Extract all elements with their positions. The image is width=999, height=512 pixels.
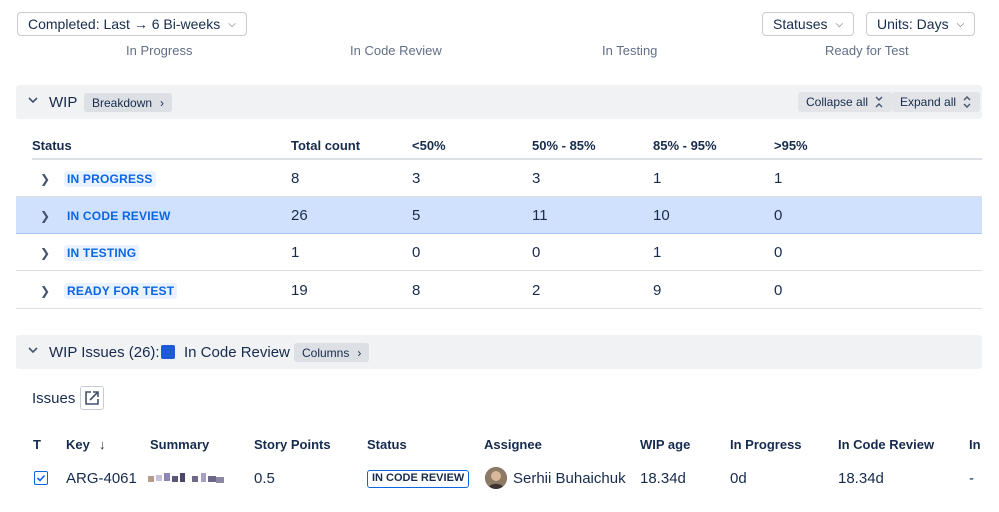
column-header-assignee: Assignee	[484, 437, 542, 452]
breakdown-label: Breakdown	[92, 95, 153, 110]
story-points-value: 0.5	[254, 470, 275, 487]
gt95-count: 0	[774, 207, 783, 224]
status-color-swatch	[161, 345, 175, 359]
issue-key-link[interactable]: ARG-4061	[66, 470, 137, 487]
wip-section-title: WIP	[49, 94, 78, 111]
collapse-all-label: Collapse all	[806, 95, 869, 109]
lt50-count: 5	[412, 207, 421, 224]
column-header-85-95: 85% - 95%	[653, 138, 717, 153]
chevron-right-icon: ›	[160, 95, 165, 110]
chevron-right-icon[interactable]: ❯	[40, 209, 51, 223]
assignee-name: Serhii Buhaichuk	[513, 470, 626, 487]
in-next-value: -	[969, 470, 974, 487]
units-label: Units: Days	[877, 16, 949, 32]
status-column-label: In Code Review	[350, 43, 442, 58]
statuses-label: Statuses	[773, 16, 828, 32]
status-column-label: Ready for Test	[825, 43, 909, 58]
chevron-right-icon[interactable]: ❯	[40, 246, 51, 260]
expand-icon	[963, 96, 971, 108]
total-count: 19	[291, 282, 308, 299]
table-row[interactable]: ❯ IN TESTING 1 0 0 1 0	[16, 234, 982, 271]
p85-95-count: 1	[653, 244, 662, 261]
header-divider	[32, 158, 982, 160]
collapse-icon	[875, 96, 883, 108]
column-header-50-85: 50% - 85%	[532, 138, 596, 153]
issue-type-icon	[34, 471, 48, 485]
gt95-count: 0	[774, 244, 783, 261]
column-header-status: Status	[32, 138, 72, 153]
p50-85-count: 2	[532, 282, 541, 299]
column-header-lt50: <50%	[412, 138, 446, 153]
wip-issues-title: WIP Issues (26):	[49, 344, 160, 361]
column-header-in-progress: In Progress	[730, 437, 802, 452]
lt50-count: 8	[412, 282, 421, 299]
column-header-story-points: Story Points	[254, 437, 331, 452]
gt95-count: 0	[774, 282, 783, 299]
column-header-in-code-review: In Code Review	[838, 437, 935, 452]
issues-title: Issues	[32, 390, 76, 407]
units-select[interactable]: Units: Days ⌵	[866, 12, 976, 36]
columns-label: Columns	[302, 345, 350, 360]
completed-period-label: Completed: Last → 6 Bi-weeks	[28, 16, 221, 32]
status-column-label: In Testing	[602, 43, 658, 58]
expand-all-button[interactable]: Expand all	[892, 92, 981, 112]
completed-period-select[interactable]: Completed: Last → 6 Bi-weeks ⌵	[17, 12, 247, 36]
collapse-all-button[interactable]: Collapse all	[798, 92, 893, 112]
status-lozenge: READY FOR TEST	[64, 283, 178, 299]
status-lozenge: IN TESTING	[64, 245, 140, 261]
column-header-total: Total count	[291, 138, 361, 153]
p85-95-count: 9	[653, 282, 662, 299]
column-header-key[interactable]: Key	[66, 437, 90, 452]
statuses-select[interactable]: Statuses ⌵	[762, 12, 855, 36]
lt50-count: 0	[412, 244, 421, 261]
column-header-summary: Summary	[150, 437, 210, 452]
total-count: 1	[291, 244, 300, 261]
total-count: 8	[291, 170, 300, 187]
wip-issues-section-header: WIP Issues (26): In Code Review Columns …	[16, 335, 982, 369]
columns-button[interactable]: Columns ›	[294, 343, 370, 362]
table-row[interactable]: ❯ READY FOR TEST 19 8 2 9 0	[16, 272, 982, 309]
chevron-down-icon[interactable]	[26, 343, 40, 357]
filter-bar: Completed: Last → 6 Bi-weeks ⌵ Statuses …	[0, 0, 999, 40]
chevron-right-icon[interactable]: ❯	[40, 284, 51, 298]
chevron-down-icon: ⌵	[835, 18, 844, 30]
chevron-down-icon: ⌵	[956, 18, 965, 30]
p85-95-count: 1	[653, 170, 662, 187]
avatar	[485, 467, 507, 489]
p50-85-count: 0	[532, 244, 541, 261]
chevron-right-icon[interactable]: ❯	[40, 172, 51, 186]
expand-all-label: Expand all	[900, 95, 957, 109]
open-external-button[interactable]	[80, 386, 104, 410]
in-code-review-value: 18.34d	[838, 470, 884, 487]
table-row[interactable]: ❯ IN PROGRESS 8 3 3 1 1	[16, 160, 982, 197]
status-lozenge: IN PROGRESS	[64, 171, 156, 187]
column-header-wip-age: WIP age	[640, 437, 691, 452]
sort-desc-icon[interactable]: ↓	[99, 437, 106, 452]
status-lozenge: IN CODE REVIEW	[367, 470, 470, 488]
in-progress-value: 0d	[730, 470, 747, 487]
chevron-down-icon: ⌵	[228, 18, 236, 30]
lt50-count: 3	[412, 170, 421, 187]
column-header-gt95: >95%	[774, 138, 808, 153]
breakdown-button[interactable]: Breakdown ›	[84, 93, 173, 112]
chevron-down-icon[interactable]	[26, 93, 40, 107]
p50-85-count: 11	[532, 207, 548, 224]
total-count: 26	[291, 207, 308, 224]
p85-95-count: 10	[653, 207, 670, 224]
status-lozenge: IN CODE REVIEW	[64, 208, 174, 224]
wip-issues-status-name: In Code Review	[184, 344, 290, 361]
table-row[interactable]: ❯ IN CODE REVIEW 26 5 11 10 0	[16, 197, 982, 234]
gt95-count: 1	[774, 170, 783, 187]
status-column-label: In Progress	[126, 43, 193, 58]
external-link-icon	[85, 391, 99, 405]
wip-age-value: 18.34d	[640, 470, 686, 487]
p50-85-count: 3	[532, 170, 541, 187]
chevron-right-icon: ›	[357, 345, 362, 360]
wip-section-header: WIP Breakdown › Collapse all Expand all	[16, 85, 982, 119]
column-header-in-next: In	[969, 437, 981, 452]
summary-redacted	[148, 473, 228, 483]
column-header-type: T	[33, 437, 41, 452]
column-header-status: Status	[367, 437, 407, 452]
